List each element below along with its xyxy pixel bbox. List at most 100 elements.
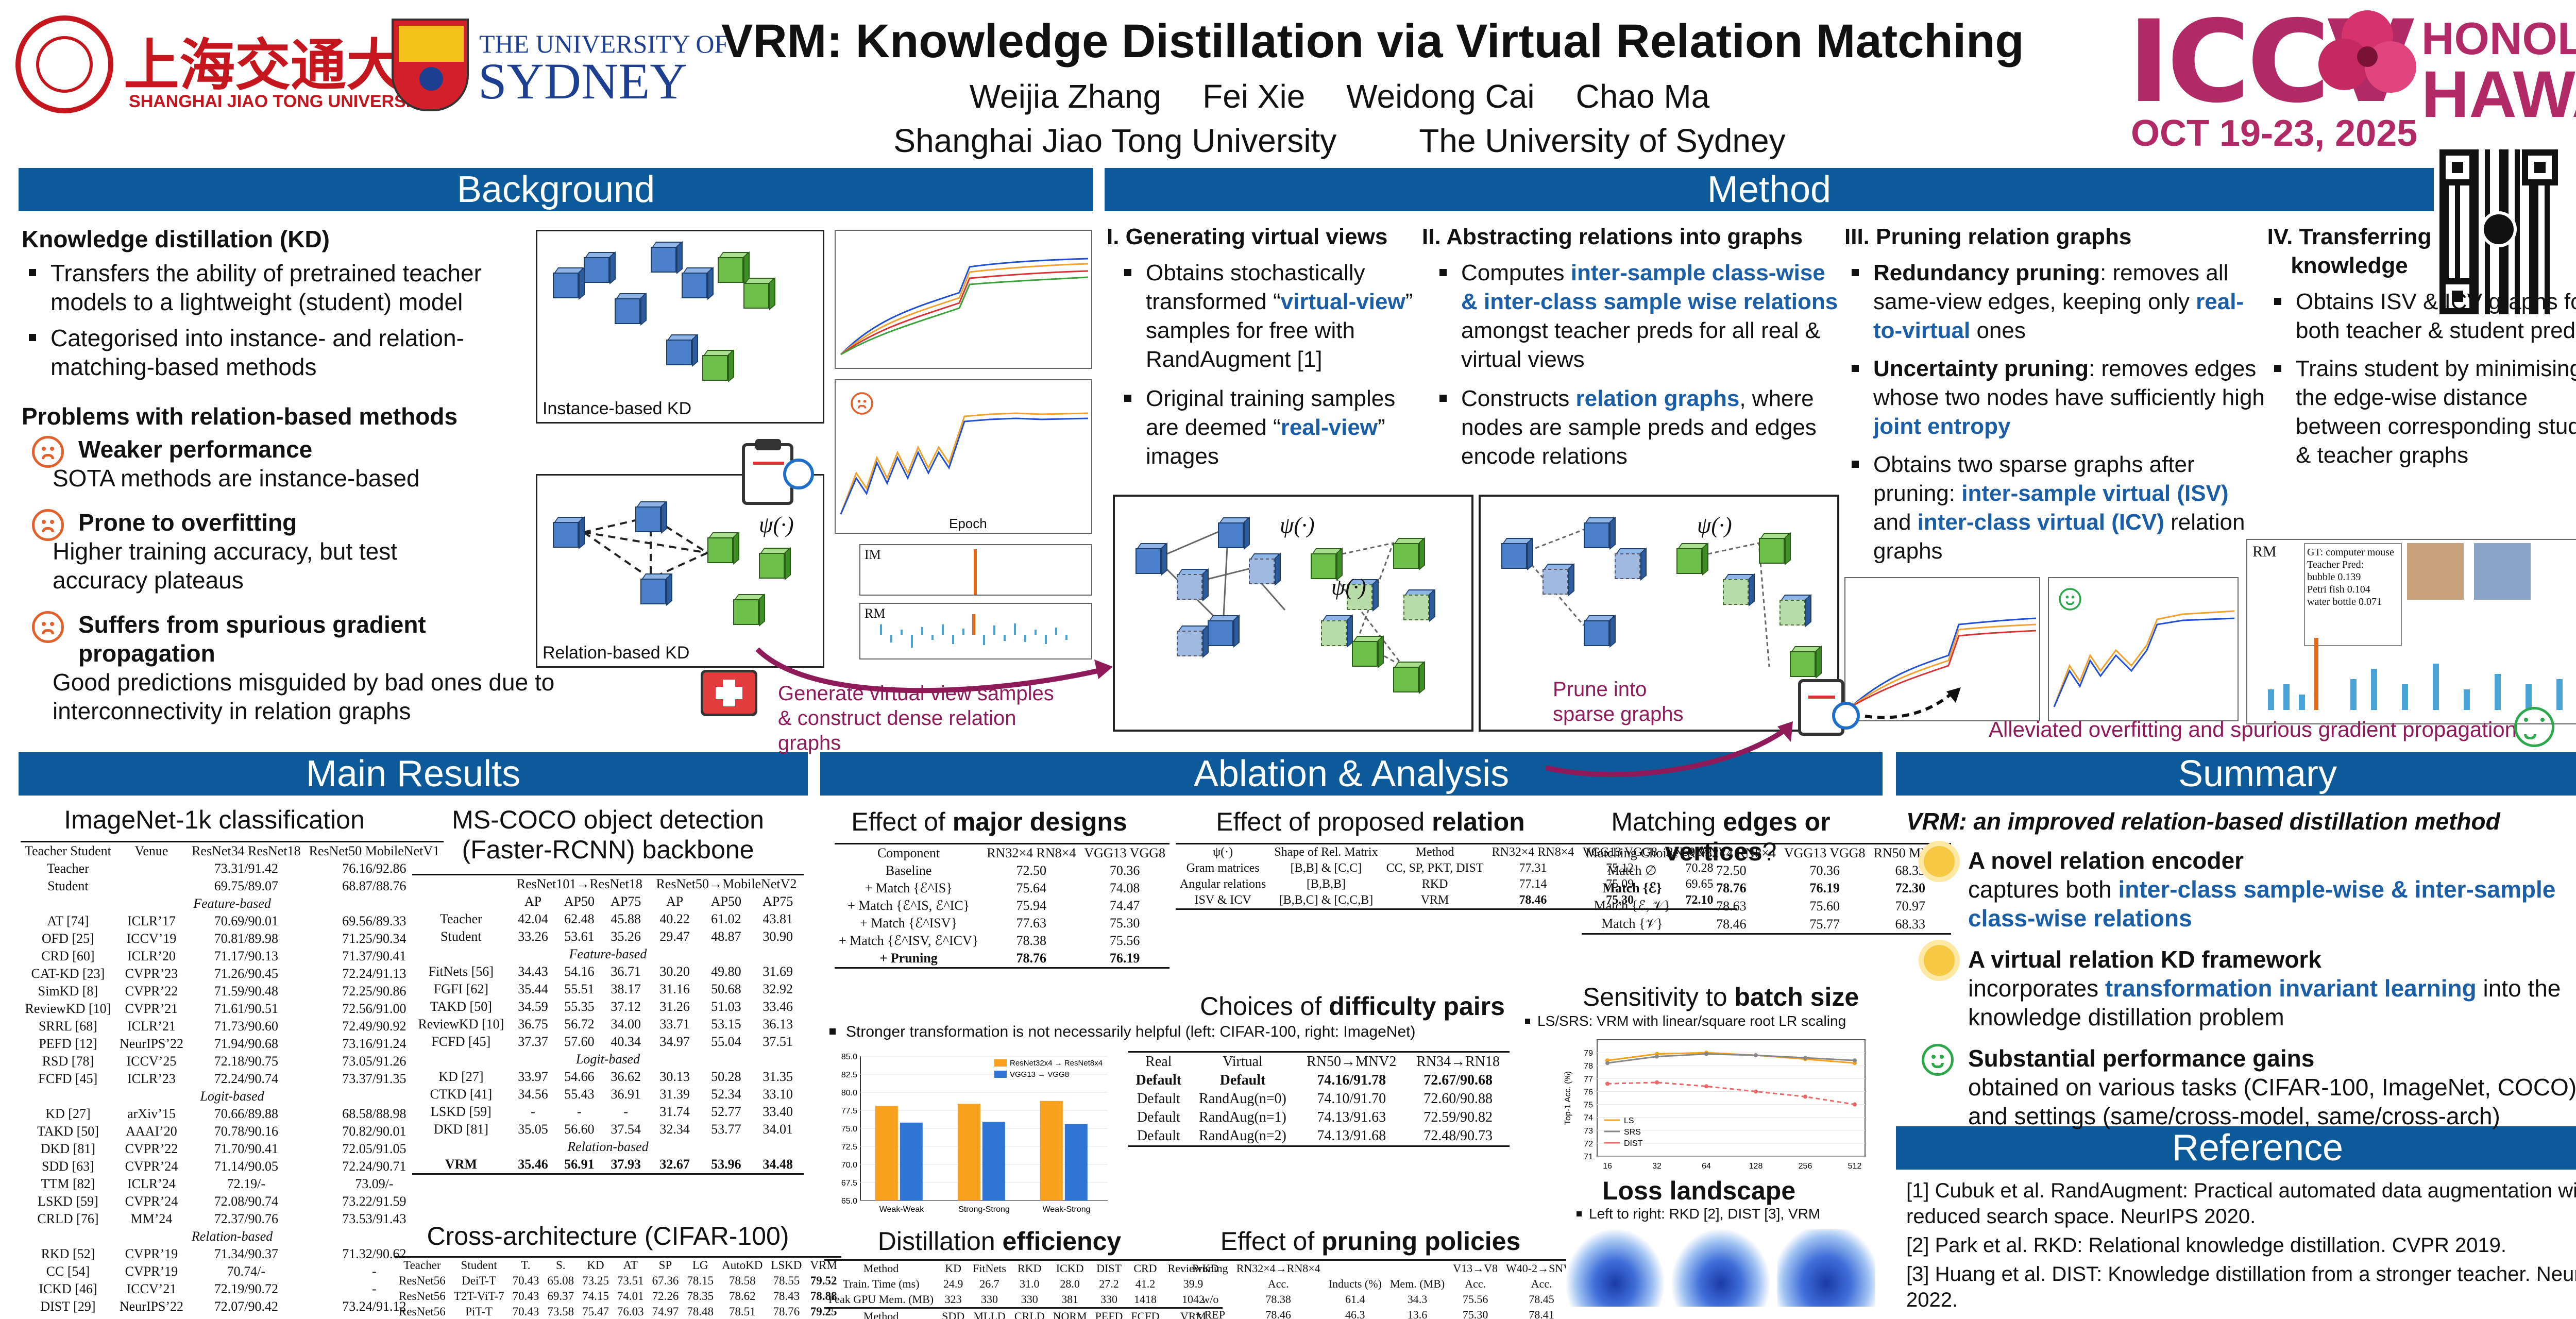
table-cell: 74.47	[1109, 898, 1140, 913]
table-row: ReviewKD [10] CVPR’21 71.61/90.51 72.56/91.…	[21, 1000, 444, 1018]
table-cell: 32.34	[659, 1122, 690, 1137]
table-cell: 70.97	[1895, 898, 1925, 914]
section-label: Relation-based	[191, 1229, 273, 1244]
table-cell: ψ(·)	[1176, 843, 1270, 860]
table-cell: 74.15	[582, 1290, 609, 1303]
table-cell: 78.62	[728, 1290, 756, 1303]
table-cell: 74.01	[617, 1290, 644, 1303]
table-row: + Match {ℰ^ISV} 77.63 75.30	[835, 915, 1170, 932]
loss-surface	[1777, 1229, 1875, 1307]
table-cell: -	[372, 1281, 377, 1296]
gt-label: GT: computer mouse	[2307, 547, 2394, 558]
table-row: Component RN32×4 RN8×4 VGG13 VGG8	[835, 843, 1170, 862]
table-cell: 70.43	[512, 1274, 539, 1287]
table-cell: MM’24	[130, 1211, 173, 1226]
table-cell: ICKD [46]	[39, 1281, 97, 1296]
table-cell: Angular relations	[1180, 877, 1266, 891]
bar	[875, 1106, 898, 1200]
table-cell: 32.92	[762, 982, 793, 996]
table-section-row: Logit-based	[21, 1088, 444, 1105]
table-row: Default RandAug(n=0) 74.10/91.70 72.60/90.8…	[1128, 1090, 1510, 1108]
table-cell: 72.60/90.88	[1423, 1091, 1493, 1107]
table-cell: 72.08/90.74	[214, 1194, 278, 1209]
table-cell: 76.19	[1080, 950, 1170, 969]
table-cell: arXiv’15	[127, 1106, 176, 1121]
table-cell: SDD [63]	[42, 1159, 94, 1174]
pred-item: water bottle 0.071	[2307, 596, 2382, 607]
table-row: TAKD [50] AAAI’20 70.78/90.16 70.82/90.01	[21, 1123, 444, 1140]
table-cell: CVPR’23	[125, 966, 178, 981]
iccv-place-a: HONOLULU	[2421, 13, 2576, 64]
table-cell: 78.46	[1265, 1308, 1291, 1319]
y-tick-label: 78	[1584, 1062, 1593, 1071]
table-row: FGFI [62] 35.44 55.51 38.17 31.16 50.68 32.92	[412, 980, 804, 998]
table-cell: 57.60	[564, 1034, 595, 1049]
table-cell: ICLR’21	[127, 1019, 176, 1034]
table-cell: 36.75	[518, 1017, 548, 1031]
table-cell: 55.35	[564, 999, 595, 1014]
qr-code[interactable]	[2439, 149, 2558, 314]
table-cell: NeurIPS’22	[119, 1299, 184, 1314]
table-cell: OFD [25]	[42, 931, 94, 946]
table-cell: 73.09/-	[355, 1176, 394, 1191]
table-cell: 43.81	[762, 911, 793, 926]
table-row: CC [54] CVPR’19 70.74/- -	[21, 1263, 444, 1280]
col-header	[412, 874, 510, 893]
table-row: LSKD [59] CVPR’24 72.08/90.74 73.22/91.59	[21, 1193, 444, 1210]
table-cell: 70.43	[512, 1290, 539, 1303]
table-row: Match ∅ 72.50 70.36 68.33	[1582, 862, 1951, 880]
table-cell: 53.61	[564, 929, 595, 944]
table-cell: ICKD	[1048, 1259, 1091, 1276]
table-cell: VGG13 VGG8	[1780, 843, 1870, 862]
table-cell: 1042	[1181, 1293, 1205, 1306]
table-cell: PEFD [12]	[39, 1036, 97, 1051]
table-cell: FitNets [56]	[428, 964, 494, 979]
table-row: SimKD [8] CVPR’22 71.59/90.48 72.25/90.86	[21, 983, 444, 1000]
data-point	[1754, 1089, 1758, 1094]
flow-arrow	[755, 647, 1113, 694]
table-row: Match {𝒱} 78.46 75.77 68.33	[1582, 915, 1951, 935]
clipboard-icon	[742, 439, 793, 505]
table-cell: 323	[944, 1293, 962, 1306]
table-cell: Default	[1137, 1091, 1180, 1107]
table-cell: KD [27]	[45, 1106, 91, 1121]
table-cell: 72.24/90.71	[342, 1159, 406, 1174]
table-cell: 73.24/91.12	[342, 1299, 406, 1314]
table-cell: CAT-KD [23]	[31, 966, 105, 981]
problem-title: Suffers from spurious gradient propagati…	[78, 611, 426, 667]
table-cell: 71.94/90.68	[214, 1036, 278, 1051]
arrow-caption: Generate virtual view samples & construc…	[778, 682, 1054, 754]
table-cell: Match {ℰ}	[1602, 881, 1662, 895]
bar	[1064, 1124, 1088, 1200]
table-cell: 35.05	[518, 1122, 548, 1137]
table-cell: 49.80	[711, 964, 741, 979]
x-tick-label: 512	[1848, 1162, 1862, 1171]
pruning-table: Pruning RN32×4→RN8×4 V13→V8 W40-2→SNV2 Acc. I…	[1188, 1259, 1582, 1319]
table-cell: AT	[613, 1256, 648, 1273]
table-cell: 55.43	[564, 1087, 595, 1102]
table-row: AP AP50 AP75 AP AP50 AP75	[412, 893, 804, 910]
author: Weijia Zhang	[969, 78, 1162, 115]
table-cell: 78.55	[773, 1274, 800, 1287]
poster-title: VRM: Knowledge Distillation via Virtual …	[721, 15, 2024, 67]
table-section-row: Feature-based	[21, 895, 444, 912]
table-cell: 76.16/92.86	[342, 861, 406, 876]
table-cell: 78.15	[687, 1274, 714, 1287]
table-cell: AP	[524, 894, 542, 909]
table-cell: 78.43	[773, 1290, 800, 1303]
table-cell: V13→V8	[1449, 1259, 1502, 1276]
table-cell: 72.25/90.86	[342, 984, 406, 999]
table-cell: 72.19/-	[227, 1176, 266, 1191]
col-header: Venue	[115, 841, 188, 860]
y-tick-label: 75.0	[841, 1125, 857, 1134]
y-tick-label: 74	[1584, 1114, 1593, 1123]
table-row: Pruning RN32×4→RN8×4 V13→V8 W40-2→SNV2	[1188, 1259, 1582, 1276]
list-item: Constructs relation graphs, where nodes …	[1432, 384, 1844, 471]
table-cell: 71.70/90.41	[214, 1141, 278, 1156]
table-cell: 72.26	[652, 1290, 679, 1303]
data-point	[1853, 1102, 1857, 1107]
table-cell: VGG13 VGG8	[1080, 843, 1170, 862]
table-cell: 69.37	[547, 1290, 574, 1303]
table-cell: 73.22/91.59	[342, 1194, 406, 1209]
section-reference: Reference	[1896, 1126, 2576, 1170]
